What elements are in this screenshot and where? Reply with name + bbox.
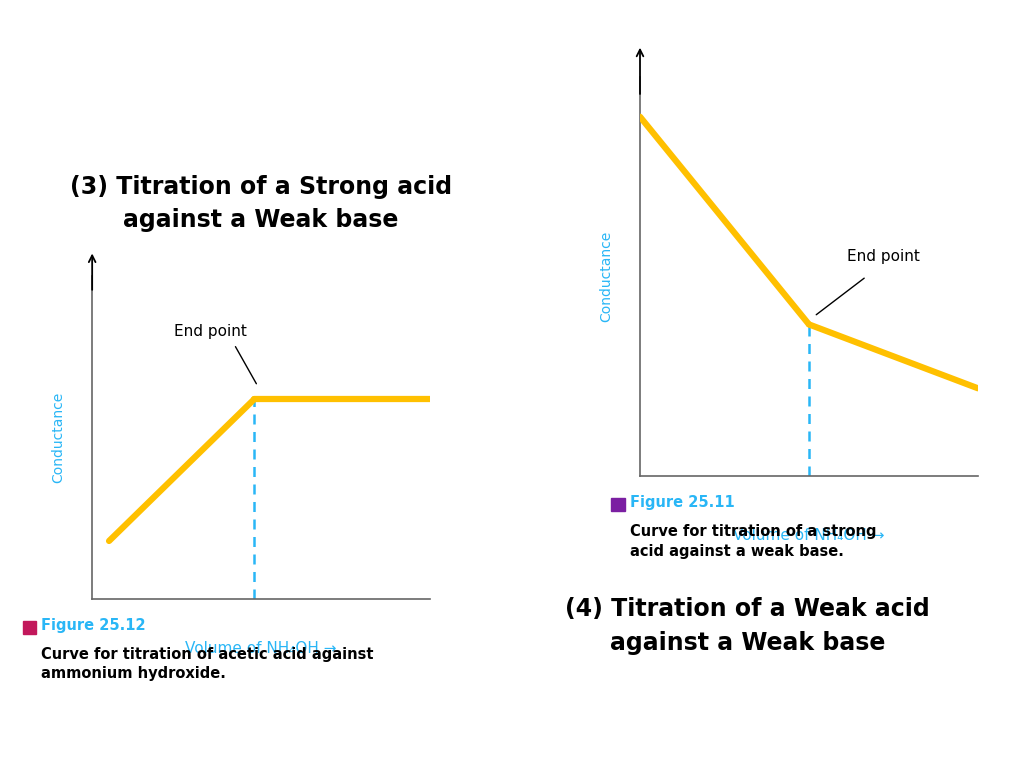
Text: (4) Titration of a Weak acid
against a Weak base: (4) Titration of a Weak acid against a W… [565, 598, 930, 654]
Text: End point: End point [174, 324, 247, 339]
Text: Conductance: Conductance [599, 231, 613, 322]
Text: Conductance: Conductance [51, 392, 66, 483]
Text: Curve for titration of a strong
acid against a weak base.: Curve for titration of a strong acid aga… [630, 524, 877, 558]
Text: Volume of NH₄OH →: Volume of NH₄OH → [733, 528, 885, 543]
Text: Curve for titration of acetic acid against
ammonium hydroxide.: Curve for titration of acetic acid again… [41, 647, 374, 681]
Text: Figure 25.12: Figure 25.12 [41, 618, 145, 634]
Text: (3) Titration of a Strong acid
against a Weak base: (3) Titration of a Strong acid against a… [70, 175, 453, 232]
Text: Volume of NH₄OH →: Volume of NH₄OH → [185, 641, 337, 656]
Text: End point: End point [847, 249, 920, 264]
Text: Figure 25.11: Figure 25.11 [630, 495, 734, 511]
